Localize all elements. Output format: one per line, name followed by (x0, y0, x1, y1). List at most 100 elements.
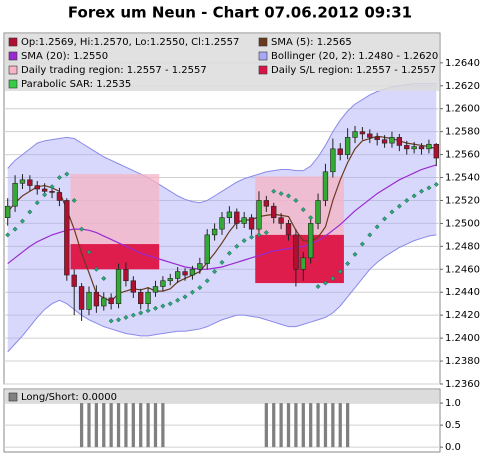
legend-label: Daily trading region: 1.2557 - 1.2557 (21, 65, 207, 76)
sar-dot (271, 188, 277, 194)
bar (139, 403, 143, 448)
sar-dot (367, 232, 373, 238)
region (70, 244, 160, 270)
candle-body (152, 286, 159, 293)
sar-dot (56, 174, 62, 181)
candle-body (56, 192, 63, 201)
bar (102, 403, 106, 448)
candle-body (411, 146, 417, 150)
candle-body (41, 188, 48, 192)
candle-body (108, 297, 114, 305)
sar-dot (160, 303, 166, 309)
sar-dot (130, 312, 136, 318)
bar (346, 403, 350, 448)
sar-dot (86, 249, 92, 255)
bar (124, 403, 128, 448)
legend-label: SMA (5): 1.2565 (271, 37, 352, 48)
sar-dot (285, 193, 292, 199)
candle-body (278, 217, 284, 224)
bar (87, 403, 91, 448)
bar (131, 403, 135, 448)
candle-body (174, 271, 181, 279)
legend-swatch (258, 51, 268, 61)
candle-body (115, 268, 122, 305)
candle-body (396, 137, 403, 146)
candle-body (27, 179, 33, 186)
bar (279, 403, 283, 448)
sar-dot (263, 230, 269, 236)
y-tick-label: 1.2400 (445, 333, 480, 344)
bar (264, 403, 268, 448)
candle-body (418, 146, 425, 150)
candle-body (241, 217, 247, 224)
legend-label: SMA (20): 1.2550 (21, 51, 108, 62)
y-tick-label: 1.2560 (445, 150, 480, 161)
candle-body (426, 143, 432, 150)
line-series (7, 135, 437, 303)
legend-swatch (8, 65, 18, 75)
candle-body (256, 200, 262, 230)
candle-body (19, 179, 26, 184)
sar-dot (123, 314, 129, 321)
candle-body (182, 271, 188, 276)
sar-dot (359, 241, 365, 247)
candle-body (234, 211, 240, 224)
bollinger-lower (7, 234, 437, 353)
sar-dot (19, 218, 26, 224)
legend-swatch (8, 37, 18, 47)
y-tick-label: 1.2580 (445, 127, 480, 138)
bar (153, 403, 158, 448)
bar (323, 403, 328, 448)
sar-dot (374, 224, 380, 230)
legend-label: Daily S/L region: 1.2557 - 1.2557 (271, 65, 436, 76)
region (255, 234, 344, 284)
sar-dot (256, 232, 262, 238)
sar-dot (189, 289, 195, 295)
candle-body (344, 137, 351, 155)
sar-dot (293, 197, 299, 204)
bar (79, 403, 84, 448)
sar-dot (404, 197, 410, 204)
sar-dot (389, 209, 395, 215)
bar (161, 403, 165, 448)
candle-body (352, 131, 358, 138)
candle-body (285, 223, 292, 236)
y-tick-label: 1.0 (445, 398, 461, 409)
bar (316, 403, 320, 448)
sar-dot (5, 232, 11, 238)
y-tick-label: 1.2480 (445, 241, 480, 252)
sar-dot (234, 243, 240, 249)
candle-body (197, 263, 203, 270)
sar-dot (308, 215, 314, 221)
candle-body (293, 234, 299, 270)
sar-dot (49, 184, 55, 190)
y-tick-label: 1.2620 (445, 81, 480, 92)
candle-body (86, 291, 92, 310)
sar-dot (241, 238, 247, 244)
sar-dot (167, 301, 173, 307)
candle-body (160, 280, 166, 287)
legend-swatch (258, 37, 268, 47)
y-tick-label: 1.2600 (445, 104, 480, 115)
candle-body (211, 228, 218, 236)
sar-dot (101, 275, 107, 282)
bar (301, 403, 305, 448)
candle-body (322, 171, 329, 201)
candle-body (330, 148, 336, 173)
sar-dot (175, 297, 181, 303)
bar (294, 403, 298, 448)
candle-body (359, 131, 366, 135)
candle-body (71, 274, 77, 287)
candle-body (5, 205, 11, 218)
candle-body (271, 205, 277, 218)
y-tick-label: 0.5 (445, 420, 461, 431)
candle-body (101, 297, 107, 307)
sar-dot (145, 308, 151, 314)
sar-dot (182, 294, 188, 300)
chart-title: Forex um Neun - Chart 07.06.2012 09:31 (68, 4, 412, 22)
legend-background (5, 390, 439, 403)
candle-body (315, 200, 321, 224)
candle-body (93, 291, 100, 307)
bar (116, 403, 121, 448)
sar-dot (219, 259, 225, 265)
